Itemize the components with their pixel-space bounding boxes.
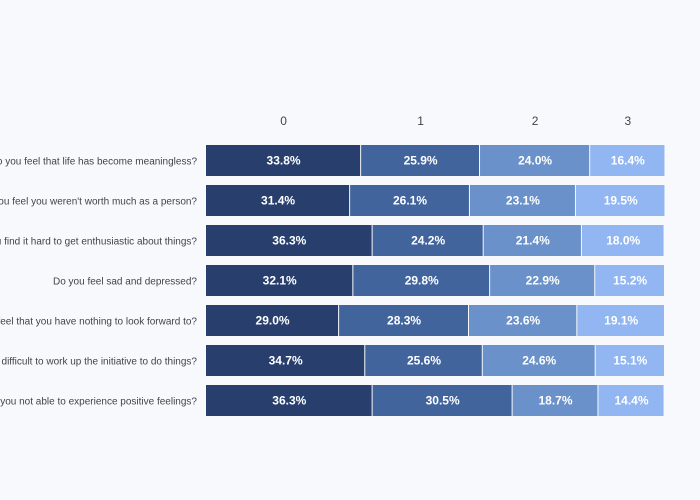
bar-segment [512,385,598,416]
column-label-1: 1 [417,114,424,128]
data-label: 32.1% [263,274,297,288]
question-label: Are you not able to experience positive … [0,397,197,408]
bar-segment [469,305,577,336]
bar-segment [480,145,590,176]
data-label: 36.3% [272,394,306,408]
question-label: Do you feel you weren't worth much as a … [0,197,197,208]
bar-segment [206,305,339,336]
bar-segment [590,145,665,176]
data-label: 28.3% [387,314,421,328]
bar-segment [206,185,350,216]
data-label: 19.5% [604,194,638,208]
data-label: 16.4% [611,154,645,168]
data-label: 25.9% [404,154,438,168]
bar-segment [483,225,581,256]
data-label: 34.7% [269,354,303,368]
bar-segment [206,385,372,416]
bar-segment [339,305,469,336]
data-label: 24.2% [411,234,445,248]
bar-segment [595,345,664,376]
data-label: 18.7% [539,394,573,408]
data-label: 23.6% [506,314,540,328]
question-label: Do you feel sad and depressed? [53,277,197,288]
data-label: 24.0% [518,154,552,168]
data-label: 29.0% [256,314,290,328]
data-label: 21.4% [516,234,550,248]
bar-segment [490,265,595,296]
data-label: 25.6% [407,354,441,368]
bar-segment [206,225,372,256]
column-label-0: 0 [280,114,287,128]
bar-segment [353,265,490,296]
column-label-3: 3 [624,114,631,128]
data-label: 22.9% [526,274,560,288]
bar-segment [206,265,353,296]
bar-segment [372,385,512,416]
bar-segment [577,305,664,336]
data-label: 18.0% [606,234,640,248]
data-label: 23.1% [506,194,540,208]
question-label: Do you find it hard to get enthusiastic … [0,237,197,248]
bar-segment [598,385,664,416]
data-label: 29.8% [405,274,439,288]
data-label: 30.5% [426,394,460,408]
bar-segment [361,145,480,176]
data-label: 24.6% [522,354,556,368]
bar-segment [372,225,483,256]
question-label: Do you feel that life has become meaning… [0,157,197,168]
data-label: 15.1% [613,354,647,368]
bar-segment [482,345,595,376]
data-label: 33.8% [267,154,301,168]
bar-segment [469,185,575,216]
question-label: Do you feel that you have nothing to loo… [0,317,197,328]
data-label: 15.2% [613,274,647,288]
data-label: 36.3% [272,234,306,248]
bar-segment [581,225,664,256]
bar-segment [206,345,365,376]
data-label: 19.1% [604,314,638,328]
question-label: Do you find it difficult to work up the … [0,357,197,368]
bar-segment [350,185,469,216]
data-label: 26.1% [393,194,427,208]
column-label-2: 2 [532,114,539,128]
bar-segment [206,145,361,176]
bar-segment [575,185,665,216]
data-label: 31.4% [261,194,295,208]
bar-segment [365,345,482,376]
data-label: 14.4% [614,394,648,408]
bar-segment [595,265,664,296]
